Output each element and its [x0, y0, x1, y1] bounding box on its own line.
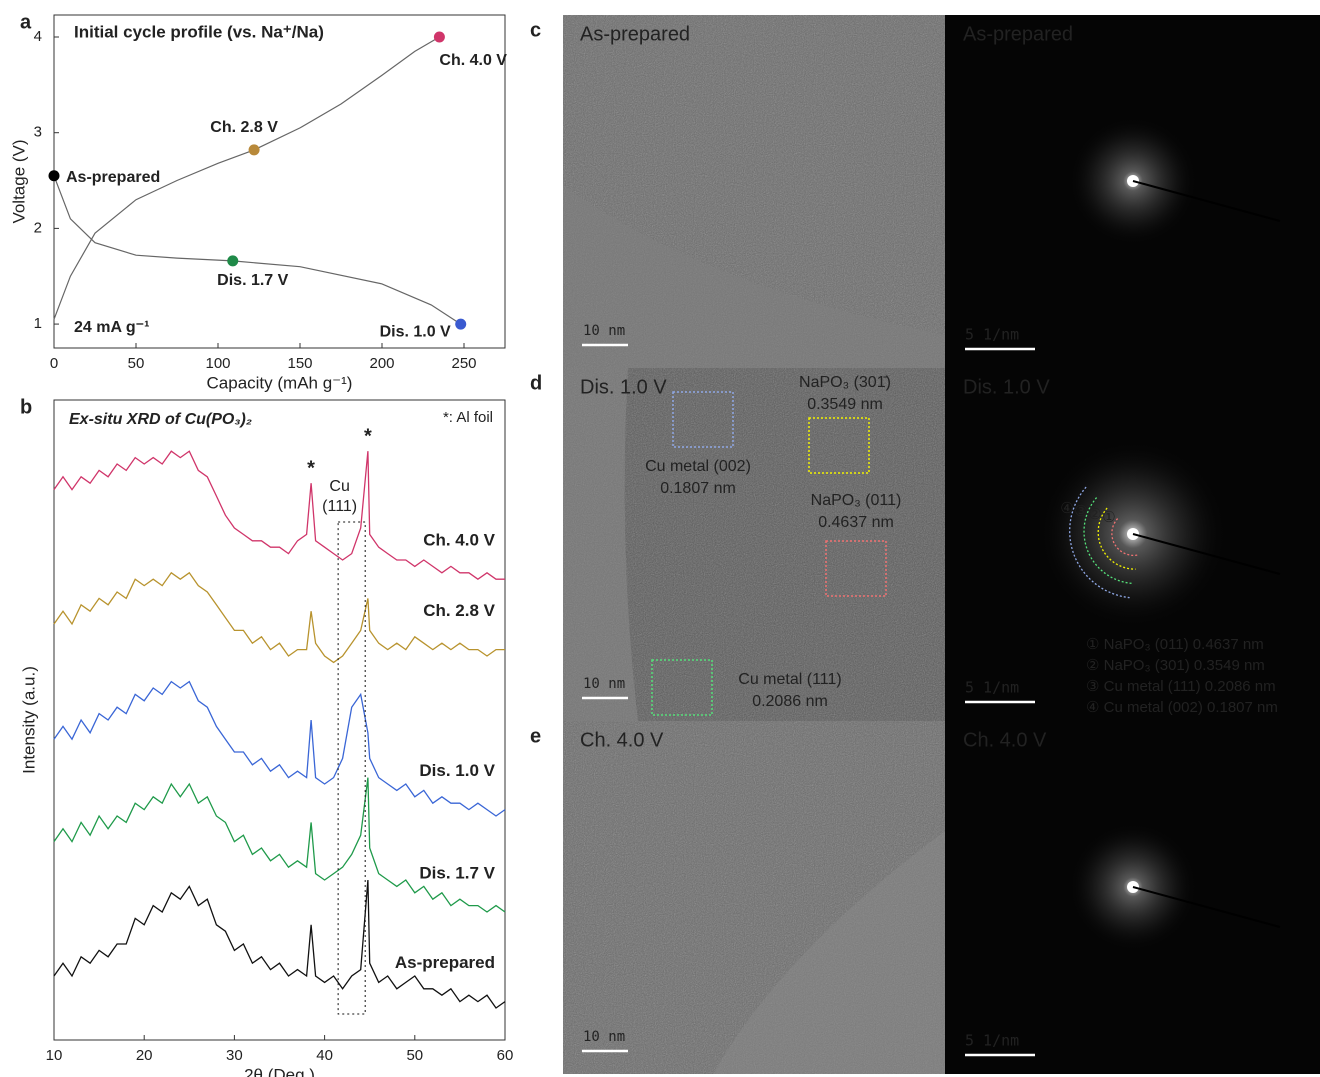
panel-label: d: [530, 372, 542, 394]
x-tick-label: 0: [50, 355, 58, 372]
state-label: Ch. 2.8 V: [210, 119, 278, 136]
panel-label: b: [20, 396, 32, 418]
x-axis-label: Capacity (mAh g⁻¹): [207, 373, 353, 392]
panel-label: c: [530, 19, 541, 41]
series-label: As-prepared: [395, 953, 495, 972]
region-phase: Cu metal (002): [645, 458, 751, 475]
y-axis-label: Voltage (V): [9, 139, 28, 223]
series-line: [54, 778, 505, 912]
ring-legend: ④ Cu metal (002) 0.1807 nm: [1086, 699, 1278, 716]
state-label: Dis. 1.0 V: [380, 323, 451, 340]
x-tick-label: 30: [226, 1047, 243, 1064]
x-tick-label: 50: [406, 1047, 423, 1064]
ring-marker: ④: [1060, 500, 1073, 517]
saed-scale-label: 5 1/nm: [965, 1032, 1019, 1050]
cu111-label: (111): [322, 498, 357, 515]
figure: a 0 50 100 150 200 250 1 2 3 4 Capacity (mAh g⁻¹) Vo…: [0, 0, 1320, 1077]
region-phase: Cu metal (111): [738, 671, 841, 688]
state-point: [434, 32, 445, 43]
x-tick-label: 200: [369, 355, 394, 372]
al-foil-marker: *: [364, 425, 372, 447]
y-tick-label: 4: [34, 28, 42, 45]
tem-label: Ch. 4.0 V: [580, 729, 664, 751]
panel-label: a: [20, 11, 32, 33]
x-tick-label: 50: [128, 355, 145, 372]
state-point: [249, 144, 260, 155]
y-tick-label: 3: [34, 124, 42, 141]
x-tick-label: 10: [46, 1047, 63, 1064]
saed-label: Dis. 1.0 V: [963, 376, 1050, 398]
y-tick-label: 2: [34, 219, 42, 236]
region-spacing: 0.3549 nm: [807, 396, 883, 413]
al-foil-note: *: Al foil: [443, 409, 493, 426]
x-tick-label: 150: [287, 355, 312, 372]
x-tick-label: 250: [451, 355, 476, 372]
series-label: Ch. 2.8 V: [423, 601, 495, 620]
y-axis-label: Intensity (a.u.): [19, 666, 38, 774]
region-spacing: 0.2086 nm: [752, 693, 828, 710]
series-line: [54, 880, 505, 1008]
series-label: Dis. 1.0 V: [419, 761, 495, 780]
state-point: [227, 255, 238, 266]
series-line: [54, 682, 505, 816]
al-foil-marker: *: [307, 457, 315, 479]
region-phase: NaPO₃ (011): [811, 492, 902, 509]
x-tick-label: 40: [316, 1047, 333, 1064]
saed-scale-label: 5 1/nm: [965, 679, 1019, 697]
chart-title: Initial cycle profile (vs. Na⁺/Na): [74, 22, 324, 41]
saed-scale-label: 5 1/nm: [965, 326, 1019, 344]
cu111-region: [338, 522, 365, 1014]
region-spacing: 0.1807 nm: [660, 480, 736, 497]
x-tick-label: 60: [497, 1047, 514, 1064]
state-label: As-prepared: [66, 169, 160, 186]
annotation: 24 mA g⁻¹: [74, 319, 149, 336]
tem-scale-label: 10 nm: [583, 676, 625, 692]
ring-marker: ②: [1088, 506, 1101, 523]
ring-legend: ② NaPO₃ (301) 0.3549 nm: [1086, 657, 1265, 674]
series-label: Dis. 1.7 V: [419, 863, 495, 882]
state-label: Dis. 1.7 V: [217, 272, 288, 289]
saed-label: Ch. 4.0 V: [963, 729, 1047, 751]
region-spacing: 0.4637 nm: [818, 514, 894, 531]
chart-title: Ex-situ XRD of Cu(PO₃)₂: [69, 411, 252, 428]
ring-legend: ① NaPO₃ (011) 0.4637 nm: [1086, 636, 1264, 653]
series-line: [54, 176, 461, 324]
series-label: Ch. 4.0 V: [423, 531, 495, 550]
x-tick-label: 100: [205, 355, 230, 372]
saed-label: As-prepared: [963, 23, 1073, 45]
ring-marker: ③: [1074, 503, 1087, 520]
state-point: [49, 170, 60, 181]
series-line: [54, 451, 505, 579]
state-point: [455, 319, 466, 330]
x-axis-label: 2θ (Deg.): [244, 1065, 315, 1077]
tem-label: Dis. 1.0 V: [580, 376, 667, 398]
x-tick-label: 20: [136, 1047, 153, 1064]
y-tick-label: 1: [34, 315, 42, 332]
state-label: Ch. 4.0 V: [439, 52, 507, 69]
tem-scale-label: 10 nm: [583, 323, 625, 339]
cu111-label: Cu: [329, 478, 349, 495]
region-phase: NaPO₃ (301̄): [799, 374, 891, 391]
panel-label: e: [530, 725, 541, 747]
tem-scale-label: 10 nm: [583, 1029, 625, 1045]
ring-legend: ③ Cu metal (111) 0.2086 nm: [1086, 678, 1276, 695]
tem-label: As-prepared: [580, 23, 690, 45]
